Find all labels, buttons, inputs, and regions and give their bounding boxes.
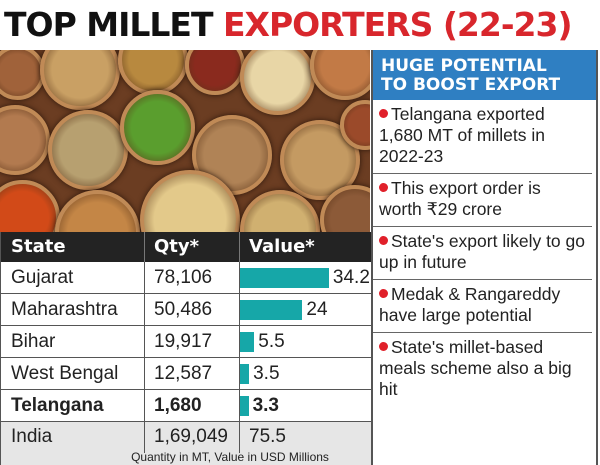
point-text: Telangana exported 1,680 MT of millets i…	[379, 104, 545, 166]
row-state: Bihar	[11, 331, 56, 352]
row-qty: 78,106	[154, 267, 213, 288]
millet-bowls-photo	[0, 50, 370, 232]
millet-bowl	[0, 105, 50, 175]
total-qty: 1,69,049	[154, 426, 228, 447]
row-value: 34.2	[332, 267, 370, 288]
total-state: India	[11, 426, 53, 447]
millet-bowl	[48, 110, 128, 190]
bullet-icon	[379, 183, 388, 192]
table-row: Bihar 19,917 5.5	[1, 326, 371, 358]
panel-point: This export order is worth ₹29 crore	[373, 174, 592, 227]
row-state: Gujarat	[11, 267, 74, 288]
millet-bowl	[55, 190, 140, 232]
millet-bowl	[120, 90, 195, 165]
value-bar	[240, 364, 250, 384]
value-bar	[240, 300, 303, 320]
point-text: State's millet-based meals scheme also a…	[379, 337, 572, 399]
row-value: 24	[306, 299, 328, 320]
value-bar	[240, 332, 255, 352]
bullet-icon	[379, 236, 388, 245]
millet-bowl	[185, 50, 245, 95]
row-state: Maharashtra	[11, 299, 118, 320]
row-qty: 19,917	[154, 331, 213, 352]
panel-header: HUGE POTENTIAL TO BOOST EXPORT	[373, 50, 596, 100]
point-text: Medak & Rangareddy have large potential	[379, 284, 561, 325]
panel-point: Medak & Rangareddy have large potential	[373, 280, 592, 333]
millet-bowl	[118, 50, 188, 95]
total-value: 75.5	[249, 426, 286, 447]
total-row: India 1,69,049 75.5	[1, 422, 371, 465]
value-bar	[240, 396, 249, 416]
panel-point: State's export likely to go up in future	[373, 227, 592, 280]
potential-panel: HUGE POTENTIAL TO BOOST EXPORT Telangana…	[371, 50, 598, 465]
millet-bowl	[0, 180, 60, 232]
row-qty: 1,680	[154, 395, 202, 416]
table-row: Maharashtra 50,486 24	[1, 294, 371, 326]
row-qty: 12,587	[154, 363, 213, 384]
millet-bowl	[340, 100, 370, 150]
panel-point: Telangana exported 1,680 MT of millets i…	[373, 100, 592, 174]
page-title: TOP MILLET EXPORTERS (22-23)	[0, 0, 600, 50]
col-qty: Qty*	[154, 236, 200, 257]
bullet-icon	[379, 289, 388, 298]
table-row: West Bengal 12,587 3.5	[1, 358, 371, 390]
point-text: This export order is worth ₹29 crore	[379, 178, 541, 219]
panel-header-line-1: HUGE POTENTIAL	[381, 56, 547, 76]
panel-header-line-2: TO BOOST EXPORT	[381, 75, 561, 95]
panel-point: State's millet-based meals scheme also a…	[373, 333, 592, 406]
table-row: Telangana 1,680 3.3	[1, 390, 371, 422]
table-header: State Qty* Value*	[1, 232, 371, 262]
row-state: West Bengal	[11, 363, 119, 384]
millet-bowl	[240, 50, 315, 115]
millet-bowl	[0, 50, 45, 100]
value-bar	[240, 268, 329, 288]
millet-bowl	[40, 50, 120, 110]
point-text: State's export likely to go up in future	[379, 231, 585, 272]
col-state: State	[11, 236, 66, 257]
title-part-1: TOP MILLET	[4, 5, 223, 44]
millet-bowl	[310, 50, 370, 100]
row-value: 3.5	[253, 363, 280, 384]
table-row: Gujarat 78,106 34.2	[1, 262, 371, 294]
row-qty: 50,486	[154, 299, 213, 320]
exporters-table: State Qty* Value* Gujarat 78,106 34.2 Mahar…	[0, 232, 371, 465]
col-value: Value*	[249, 236, 315, 257]
table-note: Quantity in MT, Value in USD Millions	[131, 450, 329, 464]
row-state: Telangana	[11, 395, 104, 416]
bullet-icon	[379, 342, 388, 351]
row-value: 5.5	[258, 331, 285, 352]
title-part-2: EXPORTERS (22-23)	[222, 5, 573, 44]
row-value: 3.3	[252, 395, 279, 416]
bullet-icon	[379, 109, 388, 118]
